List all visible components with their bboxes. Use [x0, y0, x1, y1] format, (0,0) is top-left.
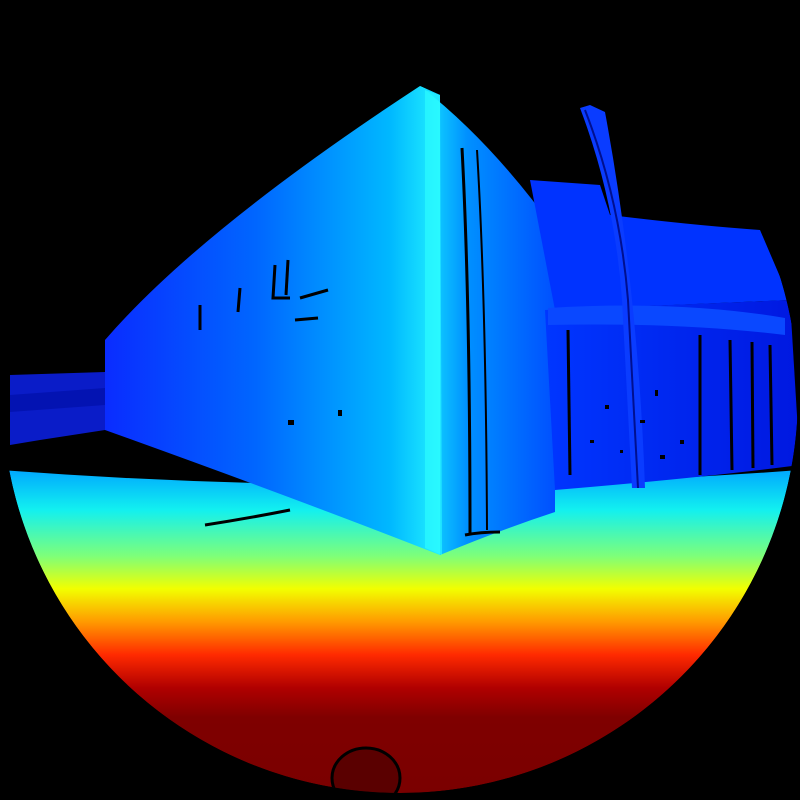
distant-fence-left	[10, 388, 105, 412]
right-building-canopy	[548, 305, 785, 335]
ground-plane	[2, 470, 798, 793]
drainpipe-edge	[476, 149, 488, 531]
left-wall-windows	[198, 259, 329, 330]
base-edges	[204, 508, 501, 537]
lamp-post	[580, 105, 645, 488]
depth-noise	[288, 390, 684, 459]
right-building-facade	[545, 300, 798, 490]
right-building-roof	[530, 180, 790, 310]
building-left-wall	[105, 86, 440, 555]
lamp-post-edge	[584, 109, 639, 489]
building-right-wall	[420, 86, 555, 555]
building-corner-edge	[425, 90, 442, 555]
right-building-windows	[566, 329, 774, 476]
camera-occlusion	[330, 746, 402, 793]
fisheye-view	[2, 86, 798, 793]
drainpipe	[460, 147, 472, 536]
